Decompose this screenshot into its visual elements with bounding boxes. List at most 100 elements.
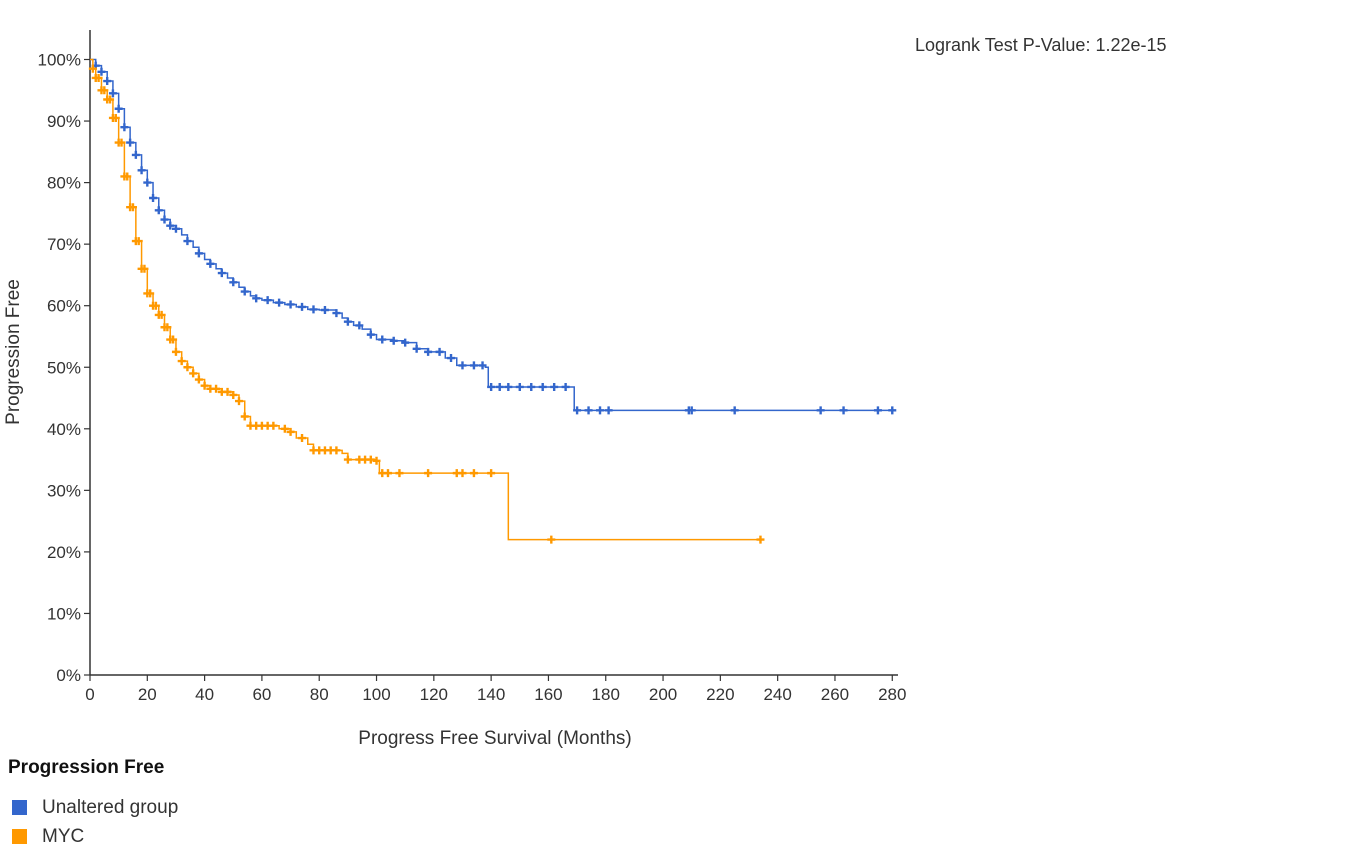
censor-mark: [366, 455, 375, 464]
y-tick-label: 90%: [47, 112, 81, 131]
censor-mark: [103, 77, 112, 86]
legend-swatch-myc: [12, 829, 27, 844]
censor-mark: [435, 347, 444, 356]
censor-mark: [401, 338, 410, 347]
censor-mark: [469, 469, 478, 478]
y-axis-title: Progression Free: [3, 279, 24, 425]
censor-mark: [550, 382, 559, 391]
y-tick-label: 80%: [47, 174, 81, 193]
censor-mark: [275, 298, 284, 307]
survival-chart: 0% 10% 20% 30% 40% 50% 60% 70% 80% 90% 100% 0 20 40 6…: [3, 30, 1167, 749]
censor-mark: [100, 86, 109, 95]
censor-mark: [604, 406, 613, 415]
censor-mark: [269, 421, 278, 430]
x-tick-label: 260: [821, 685, 849, 704]
legend-item-myc[interactable]: MYC: [8, 822, 178, 851]
censor-mark: [495, 382, 504, 391]
censor-mark: [478, 361, 487, 370]
censor-mark: [372, 456, 381, 465]
censor-mark: [163, 323, 172, 332]
censor-mark: [137, 166, 146, 175]
x-tick-label: 280: [878, 685, 906, 704]
censor-mark: [378, 335, 387, 344]
series-unaltered-group: [90, 58, 897, 415]
censor-mark: [487, 382, 496, 391]
censor-mark: [366, 330, 375, 339]
x-axis-title: Progress Free Survival (Months): [358, 728, 631, 749]
censor-mark: [117, 138, 126, 147]
censor-mark: [424, 347, 433, 356]
y-tick-label: 30%: [47, 481, 81, 500]
survival-line-myc: [90, 58, 761, 541]
x-tick-label: 160: [534, 685, 562, 704]
censor-mark: [97, 67, 106, 76]
censor-mark: [106, 95, 115, 104]
censor-mark: [538, 382, 547, 391]
censor-mark: [200, 381, 209, 390]
x-tick-label: 220: [706, 685, 734, 704]
censor-mark: [687, 406, 696, 415]
censor-mark: [177, 357, 186, 366]
censor-mark: [286, 427, 295, 436]
censor-mark: [114, 104, 123, 113]
censor-mark: [140, 264, 149, 273]
censor-mark: [504, 382, 513, 391]
censor-mark: [206, 259, 215, 268]
censor-mark: [286, 300, 295, 309]
y-tick-label: 60%: [47, 297, 81, 316]
y-tick-label: 100%: [38, 51, 81, 70]
series-myc: [88, 58, 765, 544]
censor-mark: [108, 89, 117, 98]
y-tick-label: 50%: [47, 358, 81, 377]
legend-swatch-unaltered: [12, 800, 27, 815]
x-tick-label: 60: [252, 685, 271, 704]
censor-mark: [143, 178, 152, 187]
x-tick-label: 80: [310, 685, 329, 704]
y-tick-label: 40%: [47, 420, 81, 439]
censor-mark: [515, 382, 524, 391]
censor-mark: [458, 469, 467, 478]
censor-mark: [171, 347, 180, 356]
censor-mark: [527, 382, 536, 391]
censor-mark: [126, 138, 135, 147]
censor-mark: [240, 412, 249, 421]
censor-mark: [263, 296, 272, 305]
censor-mark: [332, 309, 341, 318]
censor-mark: [756, 535, 765, 544]
y-tick-label: 70%: [47, 235, 81, 254]
censor-mark: [183, 237, 192, 246]
censor-mark: [596, 406, 605, 415]
censor-mark: [123, 172, 132, 181]
x-tick-label: 20: [138, 685, 157, 704]
x-tick-label: 180: [592, 685, 620, 704]
censor-mark: [229, 390, 238, 399]
x-tick-label: 100: [362, 685, 390, 704]
censor-mark: [94, 73, 103, 82]
censor-mark: [134, 237, 143, 246]
censor-mark: [183, 363, 192, 372]
x-tick-label: 240: [763, 685, 791, 704]
legend-label-unaltered: Unaltered group: [42, 796, 179, 818]
legend-label-myc: MYC: [42, 825, 85, 847]
y-tick-label: 10%: [47, 604, 81, 623]
censor-mark: [252, 294, 261, 303]
axes: 0% 10% 20% 30% 40% 50% 60% 70% 80% 90% 100% 0 20 40 6…: [38, 30, 906, 704]
censor-mark: [223, 387, 232, 396]
censor-mark: [561, 382, 570, 391]
censor-mark: [888, 406, 897, 415]
censor-mark: [355, 321, 364, 330]
censor-mark: [395, 469, 404, 478]
x-tick-label: 140: [477, 685, 505, 704]
censor-mark: [424, 469, 433, 478]
x-tick-label: 120: [420, 685, 448, 704]
censor-mark: [88, 64, 97, 73]
censor-mark: [320, 306, 329, 315]
censor-mark: [383, 469, 392, 478]
censor-mark: [120, 123, 129, 132]
legend-item-unaltered[interactable]: Unaltered group: [8, 793, 178, 822]
x-axis-ticks: 0 20 40 60 80 100 120 140 160 180 200 220 240 260 280: [85, 675, 906, 704]
survival-line-unaltered-group: [90, 58, 896, 412]
censor-mark: [151, 301, 160, 310]
censor-mark: [298, 302, 307, 311]
censor-mark: [240, 287, 249, 296]
